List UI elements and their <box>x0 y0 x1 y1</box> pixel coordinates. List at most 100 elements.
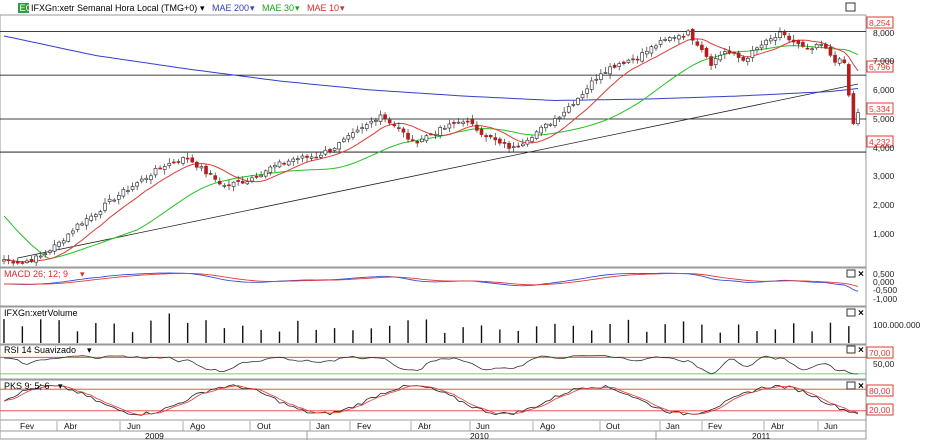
candle-body <box>6 259 11 262</box>
volume-bar <box>58 320 60 343</box>
mae30-dropdown-icon[interactable]: ▾ <box>295 3 300 13</box>
macd-panel-frame <box>0 267 867 307</box>
candle-body <box>167 162 172 166</box>
month-label: Abr <box>418 421 431 431</box>
macd-close-icon[interactable]: × <box>858 269 864 280</box>
candle-body <box>116 195 121 200</box>
candle-body <box>61 240 66 244</box>
ticker-dropdown-icon[interactable]: ▾ <box>200 3 205 13</box>
candle-body <box>810 48 814 51</box>
candle-body <box>38 255 43 258</box>
rsi-chart <box>0 355 866 375</box>
candle-body <box>622 61 626 64</box>
candle-body <box>213 175 218 180</box>
mae10-dropdown-icon[interactable]: ▾ <box>340 3 345 13</box>
pks-axis: 80,00 20,00 <box>866 384 894 416</box>
volume-tick: 100.000.000 <box>873 320 921 330</box>
candle-body <box>741 57 746 61</box>
candle-body <box>217 180 222 185</box>
macd-title[interactable]: MACD 26; 12; 9 <box>4 269 68 279</box>
volume-bar <box>76 331 79 343</box>
panel-titles: MACD 26; 12; 9 ▾ IFXGn:xetrVolume RSI 14… <box>4 269 92 391</box>
ticker-title[interactable]: IFXGn:xetr Semanal Hora Local (TMG+0) <box>31 3 197 13</box>
price-chart <box>0 27 866 267</box>
candle-body <box>351 132 355 138</box>
candle-body <box>296 158 300 161</box>
candle-body <box>640 52 645 62</box>
level-badges: 8,254 6,796 5,334 4,232 <box>866 16 894 148</box>
volume-bar <box>186 322 189 343</box>
candle-body <box>195 161 199 168</box>
pks-close-icon[interactable]: × <box>858 381 864 392</box>
candle-body <box>222 185 227 187</box>
candle-body <box>759 44 764 49</box>
candle-body <box>319 154 323 158</box>
candle-body <box>309 156 314 159</box>
rsi-maximize-icon[interactable] <box>846 345 856 354</box>
volume-bar <box>848 326 850 343</box>
panel-controls: × × × × <box>846 269 864 392</box>
candle-body <box>695 41 700 46</box>
month-label: Jun <box>824 421 838 431</box>
volume-bar <box>3 319 5 343</box>
volume-bar <box>95 323 97 343</box>
pks-title[interactable]: PKS 9; 5; 6 <box>4 381 50 391</box>
volume-bar <box>499 329 501 343</box>
mae10-label[interactable]: MAE 10 <box>307 3 339 13</box>
month-label: Ago <box>540 421 555 431</box>
candle-body <box>553 118 557 126</box>
volume-title[interactable]: IFXGn:xetrVolume <box>4 308 78 318</box>
candle-body <box>15 261 20 264</box>
mae30-label[interactable]: MAE 30 <box>262 3 294 13</box>
candle-body <box>71 230 75 234</box>
volume-bar <box>315 329 317 343</box>
volume-bar <box>480 325 483 343</box>
month-label: Jun <box>476 421 490 431</box>
candle-body <box>20 262 25 264</box>
rsi-title[interactable]: RSI 14 Suavizado <box>4 345 76 355</box>
pks-maximize-icon[interactable] <box>846 381 856 390</box>
candle-body <box>139 178 144 182</box>
macd-tick: -1,000 <box>873 294 897 304</box>
candle-body <box>746 58 750 63</box>
candle-body <box>355 129 360 133</box>
candle-body <box>406 132 410 140</box>
volume-close-icon[interactable]: × <box>858 308 864 319</box>
volume-bar <box>517 330 519 343</box>
candle-body <box>126 190 130 192</box>
price-tick: 5,000 <box>873 114 895 124</box>
candle-body <box>277 161 282 168</box>
volume-bar <box>811 331 813 343</box>
price-tick: 2,000 <box>873 200 895 210</box>
candle-body <box>470 119 475 125</box>
macd-dropdown-icon[interactable]: ▾ <box>80 269 85 279</box>
price-maximize-icon[interactable] <box>845 2 856 12</box>
mae200-dropdown-icon[interactable]: ▾ <box>250 3 255 13</box>
macd-maximize-icon[interactable] <box>846 269 856 278</box>
rsi-dropdown-icon[interactable]: ▾ <box>87 345 92 355</box>
pks-tick: 80,00 <box>869 386 891 396</box>
pks-dropdown-icon[interactable]: ▾ <box>58 381 63 391</box>
macd-chart <box>4 272 859 292</box>
candle-body <box>557 116 562 119</box>
volume-bar <box>627 319 630 343</box>
candle-body <box>43 253 48 255</box>
candle-body <box>107 198 112 202</box>
candle-body <box>796 40 801 45</box>
candle-body <box>341 138 346 143</box>
candle-body <box>475 124 479 131</box>
candle-body <box>429 133 433 136</box>
candle-body <box>84 218 89 226</box>
candle-body <box>608 66 612 75</box>
rsi-panel-frame <box>0 344 867 380</box>
volume-maximize-icon[interactable] <box>846 308 856 317</box>
candle-body <box>121 189 126 197</box>
candle-body <box>204 165 208 175</box>
candle-body <box>236 180 240 182</box>
candle-body <box>94 214 98 217</box>
rsi-close-icon[interactable]: × <box>858 345 864 356</box>
volume-bar <box>352 330 354 343</box>
mae200-label[interactable]: MAE 200 <box>212 3 249 13</box>
mae200-line <box>3 35 859 102</box>
month-label: Fev <box>20 421 35 431</box>
